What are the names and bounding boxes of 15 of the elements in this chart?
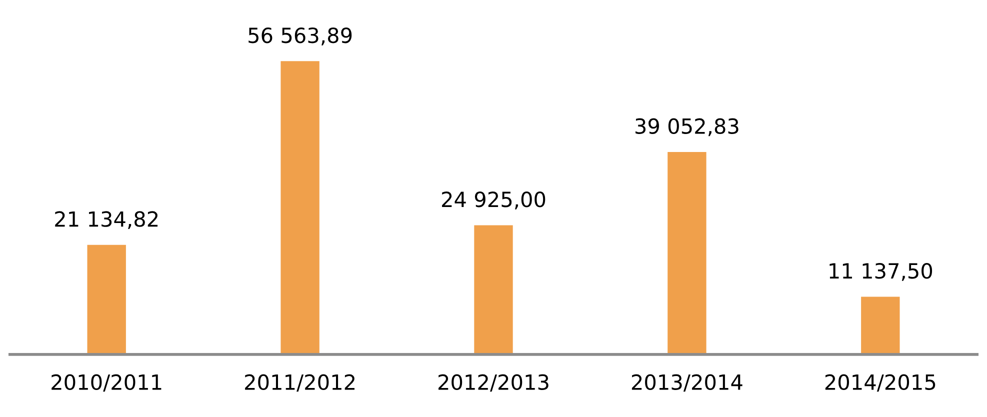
x-tick-label: 2011/2012 bbox=[245, 374, 354, 392]
x-tick-label: 2012/2013 bbox=[438, 374, 548, 392]
data-label: 56 563,89 bbox=[248, 27, 352, 46]
x-tick-label: 2010/2011 bbox=[52, 374, 162, 392]
x-tick-label: 2013/2014 bbox=[632, 374, 742, 392]
bar bbox=[668, 152, 706, 354]
x-tick-label: 2014/2015 bbox=[825, 374, 936, 392]
data-label: 24 925,00 bbox=[442, 192, 546, 210]
bar bbox=[280, 61, 320, 354]
bar bbox=[87, 244, 126, 354]
bar bbox=[861, 296, 900, 354]
data-label: 21 134,82 bbox=[55, 211, 158, 230]
data-label: 11 137,50 bbox=[830, 263, 932, 281]
bar bbox=[474, 225, 513, 354]
data-label: 39 052,83 bbox=[636, 118, 738, 136]
